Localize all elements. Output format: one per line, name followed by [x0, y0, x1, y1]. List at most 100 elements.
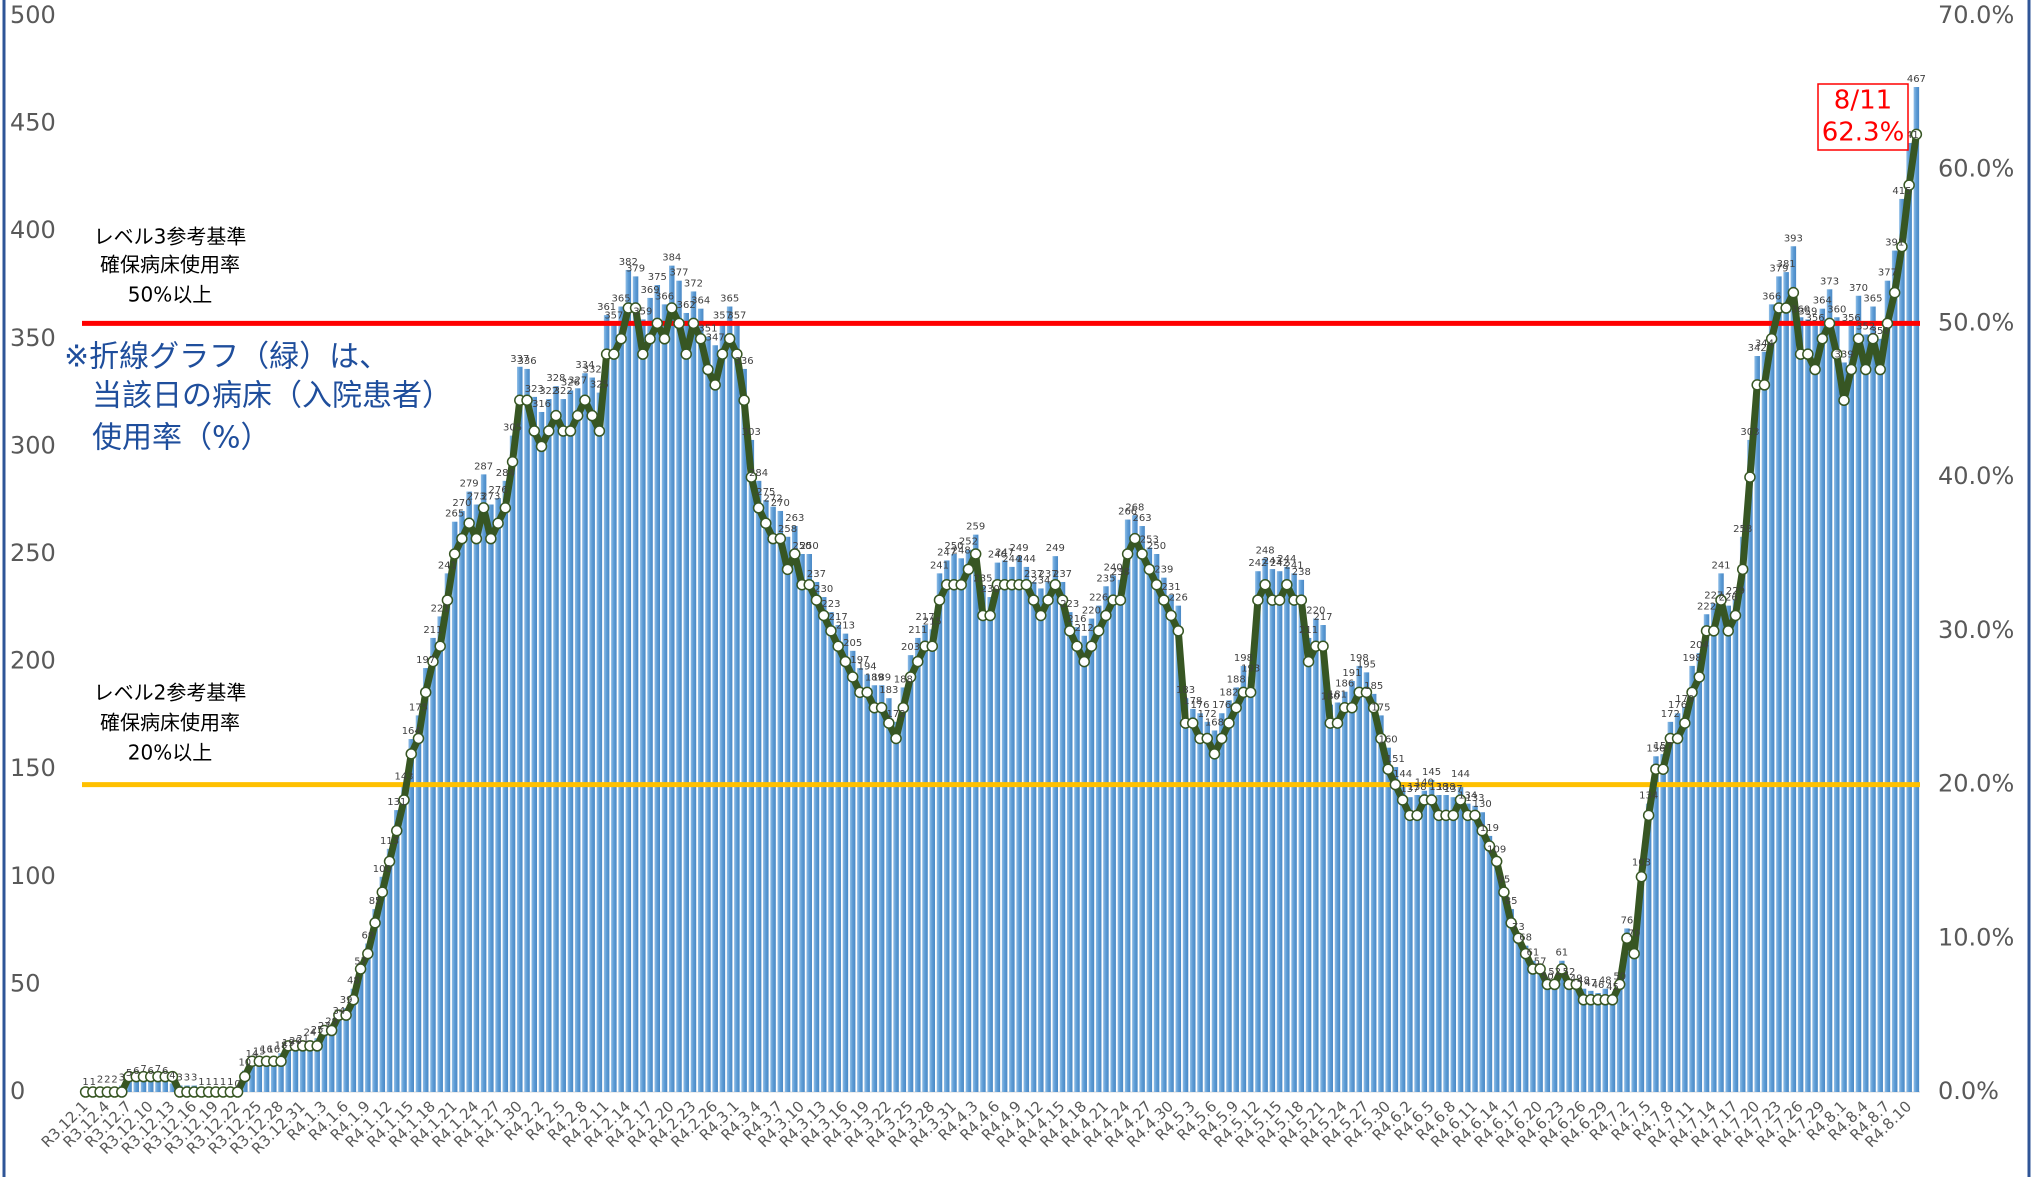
data-label: 250 — [792, 541, 811, 552]
bar — [1045, 581, 1051, 1092]
data-label: 332 — [583, 365, 602, 376]
bar — [1218, 713, 1225, 1092]
data-label: 241 — [438, 560, 457, 571]
data-label: 204 — [1690, 640, 1709, 651]
line-marker — [1020, 578, 1033, 591]
bar — [1240, 665, 1247, 1092]
bar — [676, 280, 682, 1092]
line-marker — [470, 532, 483, 545]
data-label: 270 — [771, 498, 790, 509]
bar — [343, 1008, 349, 1092]
data-label: 183 — [1176, 685, 1195, 696]
y2-tick-label: 40.0% — [1938, 462, 2014, 490]
bar — [1233, 687, 1239, 1092]
line-marker — [542, 425, 555, 437]
bar — [1009, 566, 1015, 1092]
line-marker — [1425, 794, 1438, 806]
bar — [1088, 618, 1095, 1092]
bar — [1602, 988, 1608, 1092]
data-label: 195 — [1357, 659, 1376, 670]
bar — [1551, 980, 1558, 1092]
data-label: 2 — [97, 1075, 103, 1086]
bar — [1862, 334, 1869, 1093]
bar — [1059, 581, 1066, 1092]
bar — [1124, 519, 1131, 1092]
bar — [1826, 289, 1833, 1093]
bar — [857, 668, 863, 1092]
line-marker — [1027, 594, 1040, 606]
data-label: 3 — [184, 1073, 190, 1084]
line-marker — [1628, 947, 1640, 960]
bar — [372, 909, 378, 1092]
bar — [1899, 198, 1905, 1093]
data-label: 211 — [908, 625, 927, 636]
line-marker — [325, 1024, 338, 1037]
data-label: 242 — [1248, 558, 1267, 569]
bar — [1074, 627, 1080, 1092]
data-label: 156 — [1646, 743, 1665, 754]
data-label: 220 — [1082, 606, 1101, 617]
data-label: 344 — [1755, 339, 1774, 350]
bar — [734, 323, 740, 1093]
bar — [951, 554, 957, 1092]
data-label: 356 — [1842, 313, 1861, 324]
data-label: 197 — [850, 655, 869, 666]
data-label: 359 — [1798, 306, 1817, 317]
bar — [1284, 566, 1290, 1092]
data-label: 144 — [1451, 769, 1470, 780]
data-label: 2 — [104, 1075, 110, 1086]
data-label: 24 — [304, 1027, 317, 1038]
bar — [792, 526, 798, 1092]
callout: 8/11 — [1834, 86, 1892, 116]
data-label: 172 — [1661, 709, 1680, 720]
data-label: 342 — [1748, 343, 1767, 354]
bar — [726, 306, 733, 1092]
data-label: 85 — [1505, 896, 1518, 907]
data-label: 6 — [148, 1066, 154, 1077]
note: ※折線グラフ（緑）は、 — [64, 340, 389, 375]
data-label: 244 — [1017, 554, 1036, 565]
bar — [1450, 797, 1457, 1092]
line-marker — [354, 963, 367, 975]
data-label: 103 — [1632, 857, 1651, 868]
bar — [697, 308, 704, 1092]
data-label: 48 — [1599, 976, 1612, 987]
bar — [1030, 581, 1037, 1092]
bar — [574, 388, 581, 1092]
bar — [1334, 702, 1341, 1092]
line-marker — [1215, 732, 1228, 745]
line-marker — [1758, 379, 1771, 391]
line-marker — [839, 655, 852, 668]
bar — [1276, 571, 1283, 1092]
data-label: 1 — [198, 1077, 204, 1088]
data-label: 441 — [1900, 130, 1919, 141]
line-marker — [752, 502, 765, 514]
line-marker — [1063, 625, 1076, 637]
line-marker — [694, 333, 707, 345]
bar — [1515, 934, 1522, 1092]
line-marker — [1092, 625, 1105, 637]
line-marker — [890, 732, 902, 745]
bar — [1566, 980, 1572, 1092]
line-marker — [1396, 794, 1409, 806]
data-label: 211 — [1299, 625, 1318, 636]
bar — [1768, 304, 1775, 1092]
line-marker — [637, 348, 649, 360]
bar — [770, 506, 776, 1092]
data-label: 258 — [778, 524, 797, 535]
bar — [842, 633, 849, 1092]
bar — [1095, 605, 1102, 1092]
line-marker — [969, 548, 982, 560]
data-label: 357 — [713, 311, 732, 322]
line-marker — [1780, 302, 1792, 314]
line-marker — [1613, 978, 1626, 991]
data-label: 382 — [619, 257, 638, 268]
bar — [611, 323, 617, 1093]
bar — [488, 504, 494, 1092]
data-label: 276 — [489, 485, 508, 496]
line-marker — [1071, 640, 1083, 652]
line-series — [79, 128, 1923, 1098]
line-marker — [774, 532, 787, 545]
line-marker — [789, 548, 801, 560]
